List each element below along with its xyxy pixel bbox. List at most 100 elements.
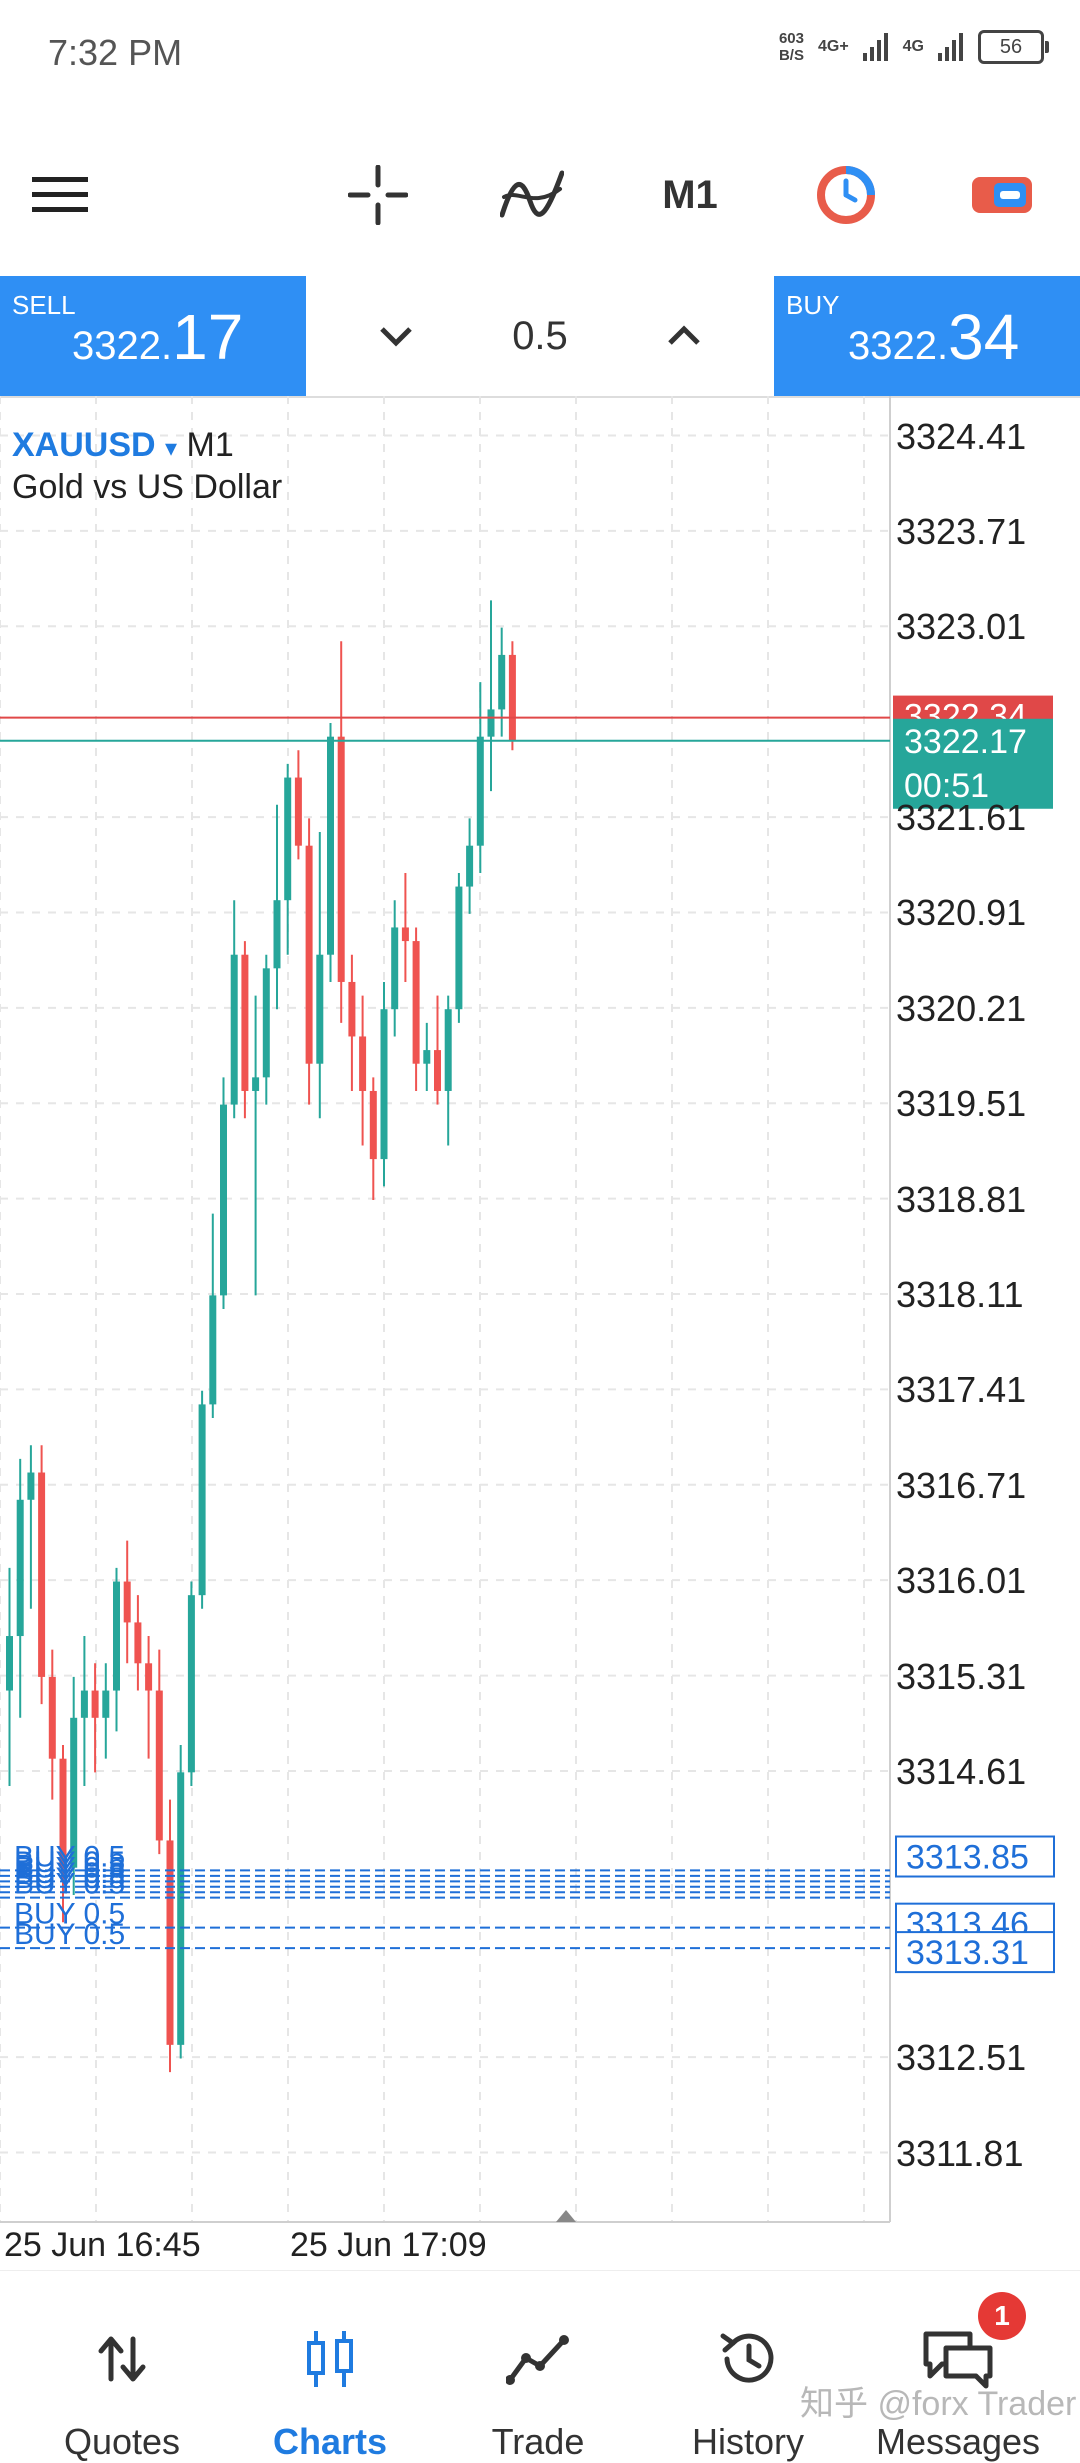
candle [209,1295,217,1405]
candle [359,1036,367,1091]
symbol-dropdown-icon[interactable]: ▾ [165,435,178,462]
nav-label: Trade [491,2421,585,2462]
chevron-down-icon [380,327,412,347]
candle [123,1581,131,1623]
candle-countdown: 00:51 [904,767,989,805]
chart-timeframe: M1 [186,426,234,464]
candle [155,1690,163,1841]
candle [70,1717,78,1868]
status-indicators: 603 B/S 4G+ 4G 56 [778,30,1049,64]
candle [252,1077,260,1091]
time-tick-label: 25 Jun 16:45 [4,2226,201,2264]
price-tick-label: 3316.01 [896,1560,1027,1602]
candle [337,736,345,982]
price-tick-label: 3312.51 [896,2037,1027,2079]
sell-label: SELL [12,290,76,320]
indicators-button[interactable] [492,140,572,250]
candle [6,1636,13,1691]
candle [327,736,334,955]
candle [80,1690,88,1718]
nav-quotes[interactable]: Quotes [22,2271,222,2462]
buy-button[interactable]: BUY 3322.34 [774,276,1080,396]
network-speed: 603 B/S [778,30,804,64]
price-tick-label: 3320.91 [896,892,1027,934]
volume-decrease-button[interactable] [366,306,426,366]
candle [369,1090,377,1160]
candle [113,1581,120,1691]
nav-label: Messages [875,2421,1041,2462]
order-line-label: BUY 0.5 [14,1898,125,1931]
volume-increase-button[interactable] [654,306,714,366]
nav-label: Quotes [63,2421,181,2462]
order-line-label: BUY 0.5 [14,1846,125,1879]
candle [284,777,292,901]
buy-price: 3322.34 [848,301,1020,373]
candle [177,1772,185,2045]
candle [273,900,281,969]
bottom-navigation: Quotes Charts Trade [0,2270,1080,2462]
price-tick-label: 3321.61 [896,797,1027,839]
crosshair-icon [348,165,408,225]
candle [230,954,238,1105]
battery-icon: 56 [978,30,1049,64]
signal-type-1: 4G+ [817,38,849,55]
order-price-tag [895,1835,1055,1878]
order-line-label: BUY 0.5 [14,1840,125,1873]
menu-button[interactable] [20,140,100,250]
candle [187,1595,195,1773]
candle [466,845,474,887]
price-tick-label: 3315.31 [896,1655,1027,1697]
candle [316,954,324,1064]
order-price-label: 3313.85 [906,1839,1029,1877]
chart-toolbar: M1 [0,140,1080,250]
candle [412,941,420,1064]
candle [59,1758,67,1868]
price-tick-label: 3311.81 [896,2132,1024,2174]
time-tick-label: 25 Jun 17:09 [290,2226,487,2264]
signal-bars-icon [938,33,963,61]
symbol-description: Gold vs US Dollar [12,468,283,506]
price-tick-label: 3323.71 [896,510,1027,552]
candle [508,654,516,741]
timeframe-button[interactable]: M1 [662,172,718,217]
order-line-label: BUY 0.5 [14,1868,125,1901]
crosshair-button[interactable] [338,140,418,250]
candle [220,1104,227,1296]
indicators-icon [500,170,564,218]
candle [391,927,399,1010]
sell-button[interactable]: SELL 3322.17 [0,276,306,396]
price-tick-label: 3318.81 [896,1178,1027,1220]
bid-price-label: 3322.17 [904,723,1027,761]
one-click-trade-panel: SELL 3322.17 0.5 BUY 3322.34 [0,276,1080,398]
volume-value[interactable]: 0.5 [512,314,568,358]
price-tick-label: 3317.41 [896,1369,1027,1411]
one-click-trading-button[interactable] [806,140,886,250]
trade-mode-button[interactable] [962,140,1042,250]
messages-icon [923,2331,993,2389]
volume-selector: 0.5 [306,276,774,396]
candle [434,1050,441,1091]
price-tick-label: 3323.01 [896,606,1027,648]
symbol-name[interactable]: XAUUSD [12,426,156,464]
symbol-header[interactable]: XAUUSD ▾ M1 [12,426,234,465]
candle [38,1472,46,1677]
order-line-label: BUY 0.5 [14,1918,125,1951]
chevron-up-icon [668,325,700,345]
trade-icon [506,2335,569,2385]
price-chart[interactable]: 3322.34 3322.17 00:51 BUY 0.5 BUY 0.5 BUY 0.5… [0,396,1080,2270]
nav-history[interactable]: History [648,2271,848,2462]
candle [444,1009,452,1091]
nav-trade[interactable]: Trade [438,2271,638,2462]
nav-charts[interactable]: Charts [230,2271,430,2462]
order-line-label: BUY 0.5 [14,1862,125,1895]
candle [166,1840,174,2045]
candle [48,1676,56,1759]
candle [498,654,506,710]
quotes-icon [98,2336,146,2382]
nav-messages[interactable]: Messages [858,2271,1058,2462]
candle [102,1690,110,1718]
candle [134,1622,142,1664]
history-icon [720,2333,774,2383]
messages-badge: 1 [978,2292,1026,2340]
